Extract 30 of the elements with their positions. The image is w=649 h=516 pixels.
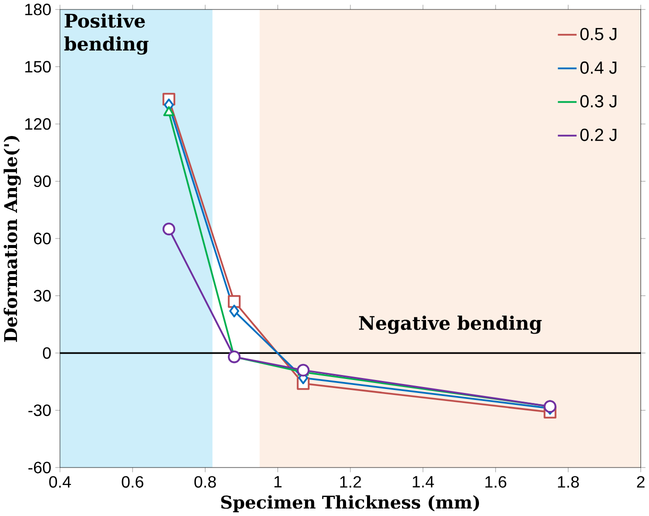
y-tick-label: 30	[34, 290, 51, 302]
y-tick-label: 90	[34, 175, 51, 188]
legend-label: 0.3 J	[580, 95, 616, 108]
x-tick-label: 1.6	[485, 476, 506, 488]
legend-label: 0.5 J	[580, 28, 616, 40]
legend-label: 0.4 J	[580, 61, 616, 74]
y-tick-label: 120	[25, 118, 51, 130]
y-tick-label: 150	[25, 60, 51, 73]
x-tick-label: 0.6	[122, 476, 144, 488]
point	[228, 295, 241, 308]
x-tick-label: 1.4	[412, 476, 434, 488]
x-tick-label: 1	[274, 476, 282, 488]
y-tick-label: -60	[28, 462, 51, 474]
x-tick-label: 0.4	[49, 476, 71, 488]
band-label: Negative bending	[359, 316, 542, 334]
y-tick-label: 180	[25, 4, 51, 16]
legend-label: 0.2 J	[580, 128, 616, 142]
point	[228, 350, 241, 364]
x-tick-label: 1.8	[558, 476, 579, 488]
x-tick-label: 2	[637, 476, 645, 488]
point	[229, 304, 240, 318]
y-tick-label: 0	[42, 347, 51, 359]
y-axis-title: Deformation Angle(')	[4, 136, 21, 342]
x-axis-title: Specimen Thickness (mm)	[221, 495, 480, 512]
band-label: Positive bending	[64, 13, 149, 55]
y-tick-label: -30	[28, 404, 51, 416]
x-tick-label: 0.8	[194, 476, 216, 488]
point	[162, 222, 176, 236]
y-tick-label: 60	[34, 232, 51, 244]
x-tick-label: 1.2	[340, 476, 361, 488]
